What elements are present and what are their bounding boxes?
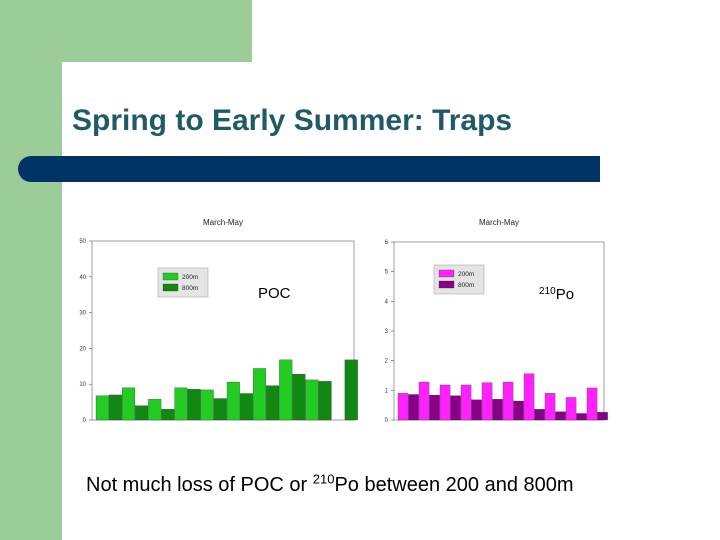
caption-superscript: 210 xyxy=(312,471,335,487)
caption-text-start: Not much loss of POC or xyxy=(86,474,313,496)
chart1-legend-label-200m: 200m xyxy=(182,274,198,281)
chart2-bar-200m-6 xyxy=(502,381,514,421)
chart2-ytick-label: 3 xyxy=(385,329,389,335)
chart1-legend-swatch-200m xyxy=(162,272,179,281)
chart1-bar-800m-9 xyxy=(318,381,332,421)
chart2-bar-200m-10 xyxy=(586,387,598,421)
chart1-bar-200m-1 xyxy=(95,395,109,421)
po210-chart: March-May 0 1 2 3 4 5 6 200m 800m 210Po xyxy=(385,218,608,424)
chart1-bar-200m-2 xyxy=(122,387,136,421)
chart2-bar-800m-6 xyxy=(513,400,524,421)
chart1-bar-200m-4 xyxy=(174,387,188,421)
chart2-bar-800m-4 xyxy=(471,399,482,421)
chart1-legend xyxy=(157,267,209,298)
chart1-ytick-label: 0 xyxy=(83,418,87,424)
chart2-bar-800m-1 xyxy=(408,394,419,421)
chart2-bar-200m-4 xyxy=(460,384,472,421)
chart1-legend-swatch-800m xyxy=(162,283,179,292)
chart1-overlay-label: POC xyxy=(258,285,291,302)
chart2-bar-200m-5 xyxy=(481,382,493,421)
chart1-ytick-label: 50 xyxy=(79,239,86,245)
chart2-overlay-sup: 210 xyxy=(539,286,556,297)
chart1-bar-800m-8 xyxy=(292,374,306,421)
chart2-bar-800m-9 xyxy=(576,413,587,421)
chart1-bar-200m-7 xyxy=(253,368,267,421)
chart2-bar-200m-1 xyxy=(397,393,409,421)
chart2-ytick-label: 4 xyxy=(385,299,389,305)
chart1-bar-800m-1 xyxy=(108,394,122,421)
chart1-bar-200m-9 xyxy=(305,379,319,421)
chart2-title: March-May xyxy=(479,218,519,227)
chart1-bar-200m-5 xyxy=(200,389,214,421)
chart2-legend-label-800m: 800m xyxy=(458,282,474,289)
chart2-bar-200m-8 xyxy=(544,393,556,421)
chart2-ytick-label: 1 xyxy=(385,388,389,394)
chart2-bar-200m-3 xyxy=(439,384,451,421)
chart2-ytick-label: 5 xyxy=(385,270,389,276)
chart1-bar-800m-2 xyxy=(135,405,149,421)
chart1-bar-800m-4 xyxy=(187,389,201,421)
slide-title: Spring to Early Summer: Traps xyxy=(72,104,513,137)
chart2-bar-200m-7 xyxy=(523,373,535,421)
chart2-bar-200m-9 xyxy=(565,397,577,421)
chart1-bar-200m-6 xyxy=(226,381,240,421)
slide-caption: Not much loss of POC or 210Po between 20… xyxy=(86,471,574,497)
chart2-legend xyxy=(433,264,485,295)
chart2-bar-800m-5 xyxy=(492,399,503,421)
chart2-legend-swatch-200m xyxy=(438,269,455,278)
chart2-legend-label-200m: 200m xyxy=(458,271,474,278)
chart1-bar-200m-8 xyxy=(279,359,293,421)
chart2-overlay-label: 210Po xyxy=(539,286,574,303)
chart2-bar-800m-8 xyxy=(555,411,566,421)
chart1-title: March-May xyxy=(203,218,243,227)
chart2-bar-800m-10 xyxy=(597,412,608,421)
chart1-bar-200m-3 xyxy=(148,399,162,421)
chart2-bar-800m-7 xyxy=(534,409,545,421)
poc-chart: March-May 0 10 20 30 40 50 200m 800m POC xyxy=(79,218,358,424)
chart2-bar-800m-2 xyxy=(429,394,440,421)
chart2-bar-200m-2 xyxy=(418,381,430,421)
chart2-bar-800m-3 xyxy=(450,395,461,421)
green-left-band xyxy=(0,0,62,540)
chart2-overlay-main: Po xyxy=(556,286,574,303)
title-underline-bar xyxy=(18,156,600,182)
chart1-bar-800m-3 xyxy=(161,409,175,421)
caption-text-end: Po between 200 and 800m xyxy=(334,474,574,496)
chart1-ytick-label: 30 xyxy=(79,311,86,317)
chart1-legend-label-800m: 800m xyxy=(182,285,198,292)
chart1-bar-800m-7 xyxy=(266,385,280,421)
chart2-legend-swatch-800m xyxy=(438,280,455,289)
chart2-ytick-label: 0 xyxy=(385,418,389,424)
chart1-ytick-label: 20 xyxy=(79,346,86,352)
chart1-ytick-label: 10 xyxy=(79,382,86,388)
chart1-bar-800m-10 xyxy=(344,359,358,421)
chart1-bar-800m-5 xyxy=(213,398,227,421)
chart2-ytick-label: 2 xyxy=(385,359,389,365)
chart1-ytick-label: 40 xyxy=(79,275,86,281)
chart2-ytick-label: 6 xyxy=(385,240,389,246)
chart1-bar-800m-6 xyxy=(239,393,253,421)
